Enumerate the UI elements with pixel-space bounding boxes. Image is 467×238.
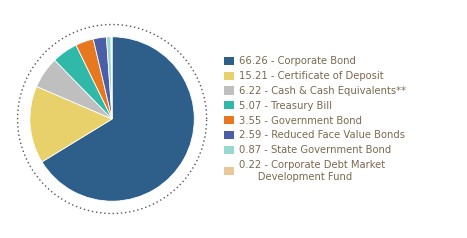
Wedge shape [111,37,112,119]
Wedge shape [55,45,112,119]
Wedge shape [93,37,112,119]
Wedge shape [76,39,112,119]
Wedge shape [42,37,194,201]
Legend: 66.26 - Corporate Bond, 15.21 - Certificate of Deposit, 6.22 - Cash & Cash Equiv: 66.26 - Corporate Bond, 15.21 - Certific… [225,56,407,182]
Wedge shape [30,86,112,162]
Wedge shape [36,60,112,119]
Wedge shape [106,37,112,119]
